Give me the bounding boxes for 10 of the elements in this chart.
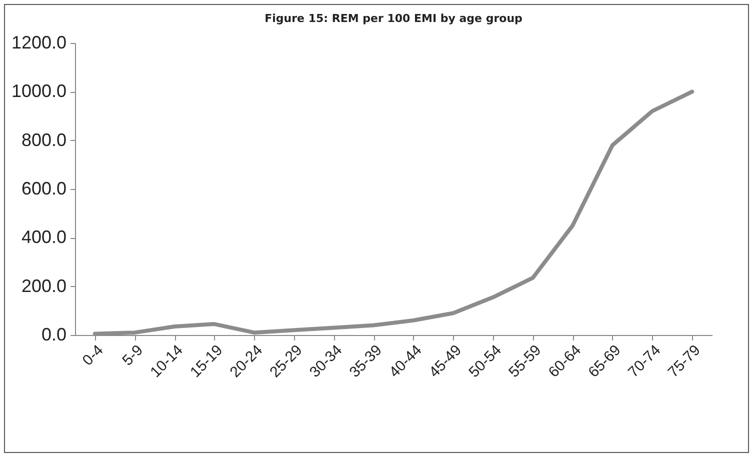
y-tick-label: 0.0 <box>41 324 66 344</box>
chart-title: Figure 15: REM per 100 EMI by age group <box>264 12 523 25</box>
y-tick-label: 1000.0 <box>11 81 66 102</box>
y-tick-label: 1200.0 <box>11 32 66 52</box>
y-tick-label: 800.0 <box>21 130 66 150</box>
x-tick-label: 0-4 <box>79 342 107 370</box>
y-tick-label: 200.0 <box>21 276 66 296</box>
y-tick-label: 400.0 <box>21 227 66 248</box>
y-tick-label: 600.0 <box>21 178 66 198</box>
x-tick-label: 5-9 <box>119 342 147 370</box>
